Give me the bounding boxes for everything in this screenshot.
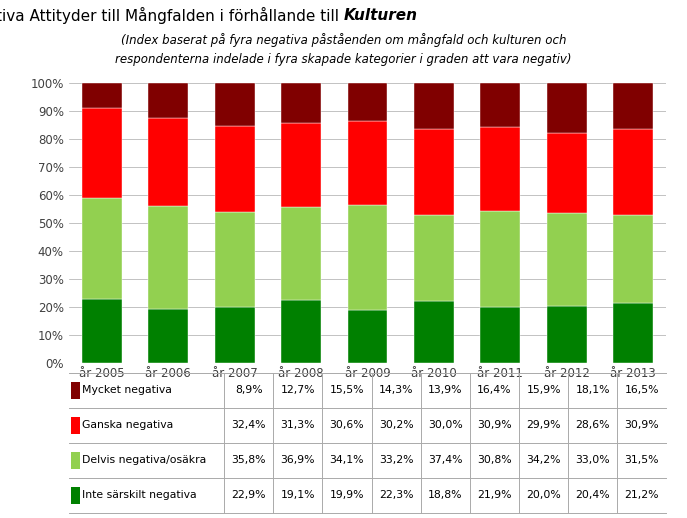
Text: 16,4%: 16,4% <box>477 385 512 395</box>
Bar <box>215 211 255 307</box>
Bar <box>148 119 188 206</box>
Text: 12,7%: 12,7% <box>280 385 315 395</box>
Bar <box>148 309 188 363</box>
Text: 30,9%: 30,9% <box>477 421 512 430</box>
Bar <box>348 122 387 206</box>
Text: 37,4%: 37,4% <box>428 455 462 465</box>
Text: 29,9%: 29,9% <box>526 421 561 430</box>
Text: 15,5%: 15,5% <box>330 385 364 395</box>
Text: 32,4%: 32,4% <box>232 421 266 430</box>
Bar <box>480 83 520 127</box>
Text: 34,1%: 34,1% <box>330 455 364 465</box>
Text: 20,0%: 20,0% <box>526 491 561 500</box>
Text: Kulturen: Kulturen <box>344 8 418 23</box>
Text: 30,8%: 30,8% <box>477 455 512 465</box>
Text: 30,6%: 30,6% <box>330 421 364 430</box>
Text: Delvis negativa/osäkra: Delvis negativa/osäkra <box>82 455 207 465</box>
Bar <box>215 82 255 126</box>
Bar <box>215 126 255 211</box>
Bar <box>82 108 122 198</box>
Text: 22,9%: 22,9% <box>232 491 266 500</box>
Bar <box>547 213 587 306</box>
Bar <box>414 215 454 301</box>
Bar <box>414 129 454 215</box>
Bar <box>82 83 122 108</box>
Text: 22,3%: 22,3% <box>379 491 414 500</box>
Text: (Index baserat på fyra negativa påståenden om mångfald och kulturen och: (Index baserat på fyra negativa påståend… <box>121 34 566 47</box>
Bar <box>547 82 587 133</box>
Text: 13,9%: 13,9% <box>428 385 462 395</box>
Bar <box>348 82 387 122</box>
Bar <box>414 301 454 363</box>
Text: 33,0%: 33,0% <box>575 455 610 465</box>
Text: 35,8%: 35,8% <box>232 455 266 465</box>
Text: Inte särskilt negativa: Inte särskilt negativa <box>82 491 197 500</box>
Text: 19,9%: 19,9% <box>330 491 364 500</box>
Bar <box>348 206 387 310</box>
Text: 31,3%: 31,3% <box>280 421 315 430</box>
Bar <box>547 306 587 363</box>
Bar <box>281 300 321 363</box>
Bar <box>480 307 520 363</box>
Text: 18,1%: 18,1% <box>576 385 610 395</box>
Bar <box>281 83 321 123</box>
Bar <box>414 83 454 129</box>
Bar <box>480 211 520 307</box>
Text: 28,6%: 28,6% <box>576 421 610 430</box>
Text: Index för Negativa Attityder till Mångfalden i förhållande till: Index för Negativa Attityder till Mångfa… <box>0 7 344 24</box>
Bar <box>215 307 255 363</box>
Bar <box>148 206 188 309</box>
Bar <box>281 207 321 300</box>
Bar <box>613 129 653 215</box>
Text: 16,5%: 16,5% <box>624 385 659 395</box>
Text: 30,9%: 30,9% <box>624 421 659 430</box>
Text: 14,3%: 14,3% <box>379 385 414 395</box>
Text: 31,5%: 31,5% <box>624 455 659 465</box>
Text: respondenterna indelade i fyra skapade kategorier i graden att vara negativ): respondenterna indelade i fyra skapade k… <box>115 52 572 66</box>
Text: Ganska negativa: Ganska negativa <box>82 421 174 430</box>
Bar <box>480 127 520 211</box>
Bar <box>613 304 653 363</box>
Text: 34,2%: 34,2% <box>526 455 561 465</box>
Text: Mycket negativa: Mycket negativa <box>82 385 172 395</box>
Bar <box>547 133 587 213</box>
Text: 18,8%: 18,8% <box>428 491 462 500</box>
Text: 30,0%: 30,0% <box>428 421 462 430</box>
Bar <box>148 83 188 119</box>
Text: 21,9%: 21,9% <box>477 491 512 500</box>
Bar <box>613 82 653 129</box>
Bar <box>348 310 387 363</box>
Text: 30,2%: 30,2% <box>379 421 414 430</box>
Text: 8,9%: 8,9% <box>235 385 262 395</box>
Text: 36,9%: 36,9% <box>280 455 315 465</box>
Text: 33,2%: 33,2% <box>379 455 414 465</box>
Text: 21,2%: 21,2% <box>624 491 659 500</box>
Text: 20,4%: 20,4% <box>575 491 610 500</box>
Text: 19,1%: 19,1% <box>280 491 315 500</box>
Bar <box>82 198 122 298</box>
Bar <box>82 298 122 363</box>
Bar <box>281 123 321 207</box>
Bar <box>613 215 653 304</box>
Text: 15,9%: 15,9% <box>526 385 561 395</box>
